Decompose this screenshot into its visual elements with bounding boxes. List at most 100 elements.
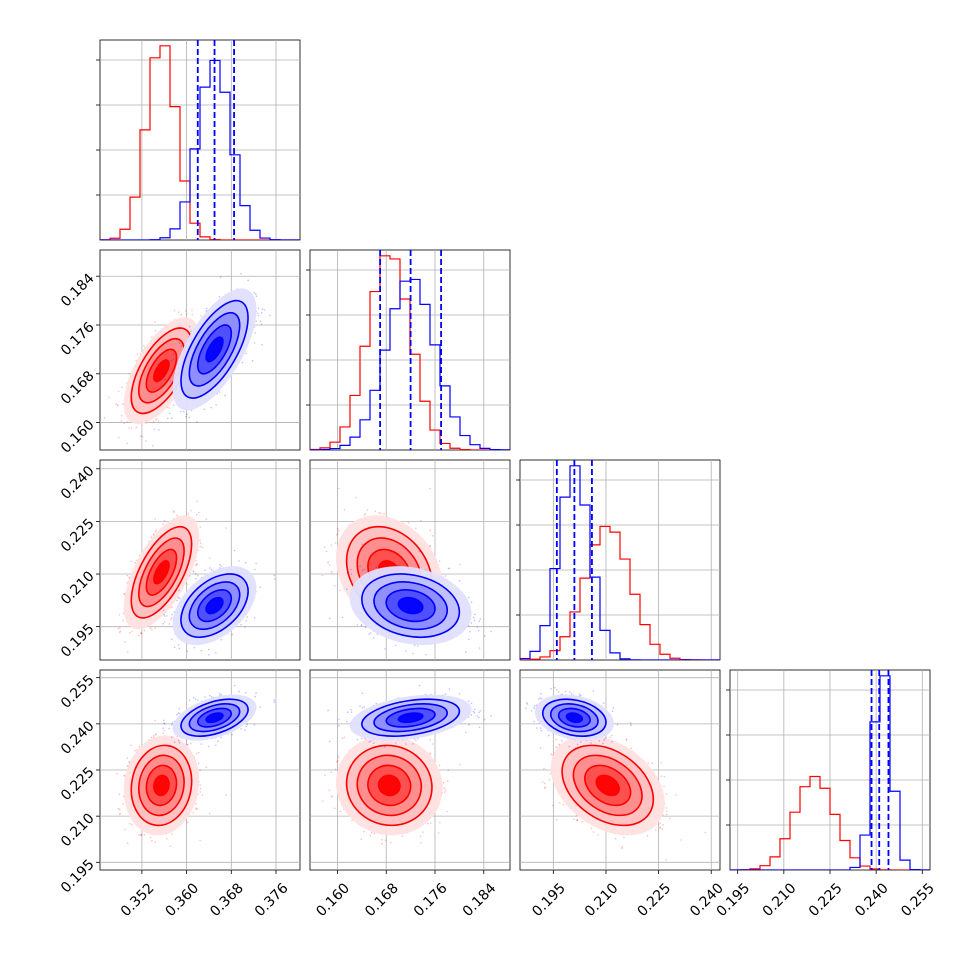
scatter-point bbox=[185, 313, 188, 315]
scatter-point bbox=[215, 652, 217, 654]
contour-line bbox=[153, 359, 170, 383]
contour-line bbox=[205, 336, 224, 363]
scatter-point bbox=[185, 309, 187, 312]
contour-line bbox=[138, 537, 185, 608]
scatter-point bbox=[171, 613, 173, 616]
y-tick-label: 0.176 bbox=[58, 319, 98, 359]
scatter-point bbox=[172, 404, 175, 406]
gridlines bbox=[100, 40, 300, 240]
scatter-point bbox=[188, 325, 191, 328]
scatter-point bbox=[162, 523, 164, 525]
scatter-point bbox=[180, 345, 183, 347]
scatter-point bbox=[210, 569, 213, 571]
scatter-point bbox=[115, 403, 117, 405]
scatter-point bbox=[121, 386, 123, 389]
scatter-point bbox=[168, 407, 170, 409]
scatter-point bbox=[195, 559, 197, 562]
scatter-point bbox=[259, 320, 262, 323]
histogram-step-series-1 bbox=[100, 59, 300, 240]
scatter-point bbox=[180, 410, 182, 413]
scatter-point bbox=[140, 632, 142, 635]
scatter-point bbox=[177, 311, 180, 313]
scatter-point bbox=[179, 342, 181, 344]
scatter-point bbox=[192, 570, 195, 573]
scatter-point bbox=[233, 549, 236, 552]
scatter-point bbox=[224, 394, 226, 397]
scatter-point bbox=[187, 513, 189, 515]
scatter-point bbox=[154, 329, 157, 332]
scatter-point bbox=[255, 562, 257, 565]
scatter-point bbox=[151, 629, 153, 631]
scatter-point bbox=[126, 421, 129, 423]
scatter-point bbox=[204, 569, 206, 571]
density-fill bbox=[153, 560, 169, 584]
scatter-point bbox=[130, 427, 133, 429]
scatter-point bbox=[118, 436, 120, 439]
scatter-point bbox=[196, 421, 198, 423]
scatter-point bbox=[273, 574, 276, 577]
scatter-point bbox=[171, 606, 173, 608]
scatter-point bbox=[196, 563, 199, 565]
scatter-point bbox=[180, 313, 183, 316]
scatter-point bbox=[122, 612, 125, 615]
scatter-point bbox=[171, 417, 173, 420]
scatter-point bbox=[203, 408, 206, 411]
scatter-point bbox=[168, 623, 170, 625]
scatter-point bbox=[126, 574, 129, 577]
scatter-point bbox=[253, 342, 256, 344]
scatter-point bbox=[163, 519, 165, 522]
scatter-point bbox=[143, 345, 145, 347]
scatter-point bbox=[255, 295, 258, 298]
scatter-point bbox=[157, 420, 160, 422]
scatter-point bbox=[119, 631, 121, 634]
scatter-point bbox=[245, 352, 247, 355]
scatter-point bbox=[245, 620, 247, 622]
scatter-point bbox=[219, 276, 222, 279]
scatter-point bbox=[218, 391, 221, 393]
scatter-point bbox=[173, 646, 176, 649]
scatter-point bbox=[208, 654, 210, 656]
scatter-point bbox=[247, 279, 249, 282]
scatter-point bbox=[130, 560, 132, 562]
scatter-point bbox=[256, 312, 259, 315]
scatter-point bbox=[126, 651, 129, 653]
scatter-point bbox=[205, 307, 208, 310]
scatter-point bbox=[126, 442, 129, 445]
scatter-point bbox=[182, 410, 185, 413]
scatter-point bbox=[155, 529, 157, 532]
scatter-point bbox=[191, 309, 193, 311]
scatter-point bbox=[185, 415, 187, 418]
scatter-point bbox=[123, 422, 125, 425]
scatter-point bbox=[178, 647, 181, 650]
scatter-point bbox=[177, 644, 180, 646]
panel-content bbox=[103, 272, 271, 447]
contour-line bbox=[145, 348, 178, 393]
scatter-point bbox=[186, 650, 189, 652]
scatter-point bbox=[166, 615, 168, 617]
scatter-point bbox=[154, 627, 156, 630]
scatter-point bbox=[195, 564, 197, 567]
scatter-point bbox=[254, 568, 256, 571]
scatter-point bbox=[118, 614, 121, 616]
scatter-point bbox=[141, 435, 144, 438]
scatter-point bbox=[108, 396, 110, 399]
scatter-point bbox=[205, 518, 208, 520]
scatter-point bbox=[208, 567, 211, 569]
scatter-point bbox=[123, 593, 126, 595]
scatter-point bbox=[140, 632, 143, 634]
scatter-point bbox=[154, 320, 156, 323]
scatter-point bbox=[117, 404, 119, 406]
scatter-point bbox=[181, 342, 184, 345]
scatter-point bbox=[178, 589, 180, 592]
density-fill bbox=[206, 337, 223, 362]
panel-1-1 bbox=[306, 249, 511, 451]
scatter-point bbox=[156, 418, 158, 420]
scatter-point bbox=[163, 615, 166, 617]
scatter-point bbox=[263, 309, 266, 311]
y-tick-label: 0.168 bbox=[58, 368, 98, 408]
scatter-point bbox=[257, 314, 260, 317]
scatter-point bbox=[163, 613, 165, 616]
scatter-point bbox=[169, 380, 172, 382]
scatter-point bbox=[172, 511, 175, 513]
